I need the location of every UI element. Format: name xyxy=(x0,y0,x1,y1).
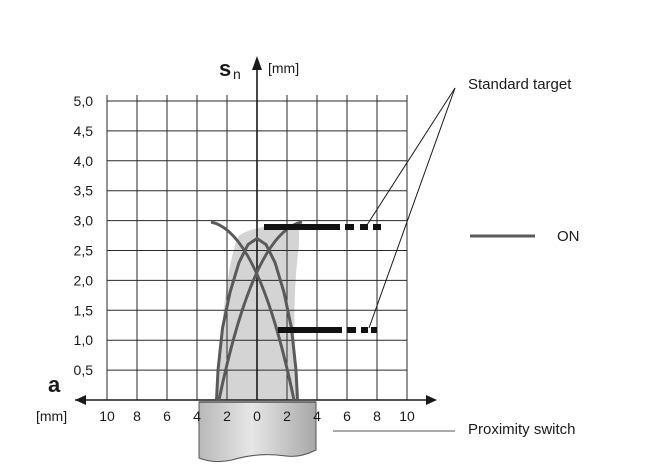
y-tick-label: 3,5 xyxy=(74,183,94,199)
x-tick-label: 10 xyxy=(99,408,115,424)
x-axis-right-arrow xyxy=(426,395,437,405)
on-legend-label: ON xyxy=(557,228,580,245)
x-axis-left-arrow xyxy=(75,395,86,405)
y-tick-labels: 0,5 1,0 1,5 2,0 2,5 3,0 3,5 4,0 4,5 5,0 xyxy=(74,93,94,378)
x-tick-labels: 10 8 6 4 2 0 2 4 6 8 10 xyxy=(99,408,415,424)
x-tick-label: 2 xyxy=(223,408,231,424)
proximity-switch-body xyxy=(198,401,317,463)
x-tick-label: 2 xyxy=(283,408,291,424)
y-tick-label: 3,0 xyxy=(74,213,94,229)
y-tick-label: 0,5 xyxy=(74,362,94,378)
x-axis-symbol: a xyxy=(48,372,61,397)
standard-target-label: Standard target xyxy=(468,76,572,93)
y-tick-label: 5,0 xyxy=(74,93,94,109)
y-axis-arrow xyxy=(252,56,262,70)
y-tick-label: 4,5 xyxy=(74,123,94,139)
y-axis-subscript: n xyxy=(233,66,241,82)
x-tick-label: 6 xyxy=(163,408,171,424)
y-axis-symbol: s xyxy=(219,56,231,81)
x-tick-label: 8 xyxy=(373,408,381,424)
y-tick-label: 1,0 xyxy=(74,332,94,348)
x-tick-label: 10 xyxy=(399,408,415,424)
x-axis-unit: [mm] xyxy=(36,408,67,424)
y-axis-unit: [mm] xyxy=(268,60,299,76)
grid-lines xyxy=(106,95,408,400)
target-bar-upper xyxy=(264,224,381,230)
x-tick-label: 8 xyxy=(133,408,141,424)
y-tick-label: 2,0 xyxy=(74,272,94,288)
x-tick-label-zero: 0 xyxy=(253,408,261,424)
x-tick-label: 6 xyxy=(343,408,351,424)
leader-line-lower xyxy=(368,87,456,329)
target-bar-lower xyxy=(278,327,377,333)
x-tick-label: 4 xyxy=(193,408,201,424)
x-tick-label: 4 xyxy=(313,408,321,424)
y-tick-label: 1,5 xyxy=(74,302,94,318)
y-tick-label: 4,0 xyxy=(74,153,94,169)
leader-line-upper xyxy=(366,87,456,226)
proximity-switch-label: Proximity switch xyxy=(468,421,576,438)
y-tick-label: 2,5 xyxy=(74,243,94,259)
